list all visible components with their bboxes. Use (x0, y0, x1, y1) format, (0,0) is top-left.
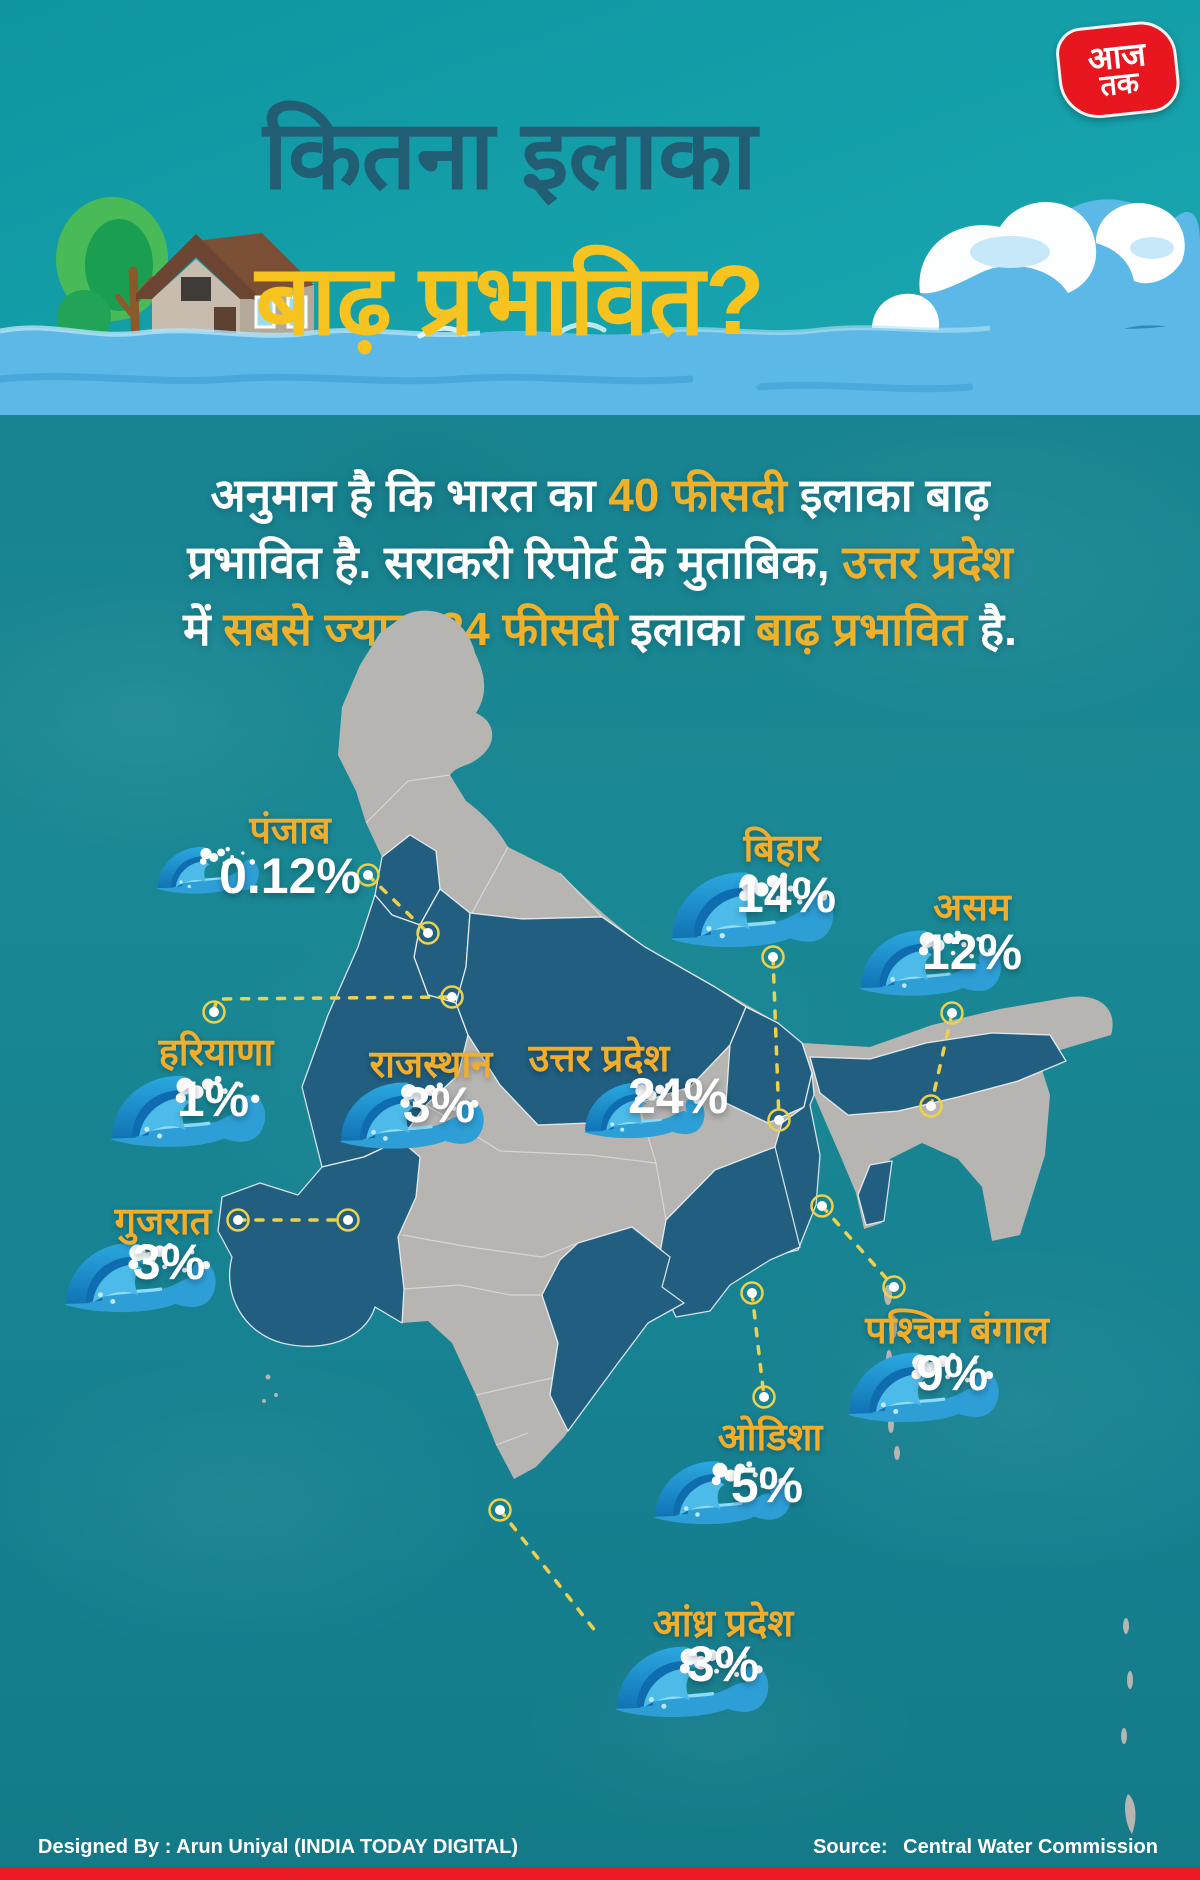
state-value-rajasthan: 3% (402, 1077, 476, 1133)
intro-segment: में (183, 603, 224, 655)
india-map (217, 610, 1113, 1479)
intro-segment: अनुमान है कि भारत का (210, 469, 609, 521)
map-state-uttar-pradesh (455, 912, 747, 1126)
intro-segment: इलाका बाढ़ (786, 469, 990, 521)
intro-line-2: प्रभावित है. सराकरी रिपोर्ट के मुताबिक, … (50, 529, 1150, 596)
state-name-uttar-pradesh: उत्तर प्रदेश (528, 1038, 670, 1080)
flood-water-band (0, 321, 1200, 415)
state-name-odisha: ओडिशा (717, 1417, 823, 1459)
intro-segment: प्रभावित है. सराकरी रिपोर्ट के मुताबिक, (187, 536, 843, 588)
header-illustration (0, 197, 1200, 415)
header-banner: कितना इलाका बाढ़ प्रभावित? आज तक (0, 0, 1200, 415)
state-value-assam: 12% (921, 924, 1023, 980)
state-name-haryana: हरियाणा (158, 1032, 274, 1074)
footer-source-label: Source: (813, 1836, 888, 1858)
state-value-bihar: 14% (735, 867, 837, 923)
intro-text: अनुमान है कि भारत का 40 फीसदी इलाका बाढ़… (50, 462, 1150, 663)
state-value-haryana: 1% (176, 1071, 250, 1127)
state-value-west-bengal: 9% (915, 1345, 989, 1401)
state-name-andhra-pradesh: आंध्र प्रदेश (652, 1603, 794, 1645)
intro-line-1: अनुमान है कि भारत का 40 फीसदी इलाका बाढ़ (50, 462, 1150, 529)
intro-segment: उत्तर प्रदेश (842, 536, 1013, 588)
footer-red-bar (0, 1867, 1200, 1880)
map-state-gujarat (217, 1139, 421, 1347)
state-name-assam: असम (933, 887, 1011, 929)
state-value-punjab: 0.12% (219, 848, 361, 904)
page-title-line2: बाढ़ प्रभावित? (255, 244, 765, 355)
state-name-rajasthan: राजस्थान (369, 1044, 493, 1086)
state-name-punjab: पंजाब (249, 810, 331, 852)
intro-segment: बाढ़ प्रभावित (755, 603, 967, 655)
footer-credit: Designed By : Arun Uniyal (INDIA TODAY D… (38, 1836, 519, 1858)
state-value-gujarat: 3% (132, 1234, 206, 1290)
state-value-andhra-pradesh: 3% (686, 1636, 760, 1692)
state-name-bihar: बिहार (743, 828, 821, 870)
intro-segment: इलाका (617, 603, 756, 655)
map-islands-far (1121, 1618, 1136, 1834)
intro-segment: 40 फीसदी (608, 469, 787, 521)
footer-source-value: Central Water Commission (903, 1836, 1158, 1858)
state-name-gujarat: गुजरात (114, 1201, 212, 1243)
state-value-odisha: 5% (730, 1457, 804, 1513)
intro-segment: है. (966, 603, 1017, 655)
state-value-uttar-pradesh: 24% (627, 1068, 729, 1124)
page-title-line1: कितना इलाका (263, 102, 757, 210)
footer-source: Source: Central Water Commission (813, 1836, 1158, 1859)
state-name-west-bengal: पश्चिम बंगाल (865, 1310, 1049, 1352)
map-state-andhra-pradesh (541, 1226, 685, 1432)
